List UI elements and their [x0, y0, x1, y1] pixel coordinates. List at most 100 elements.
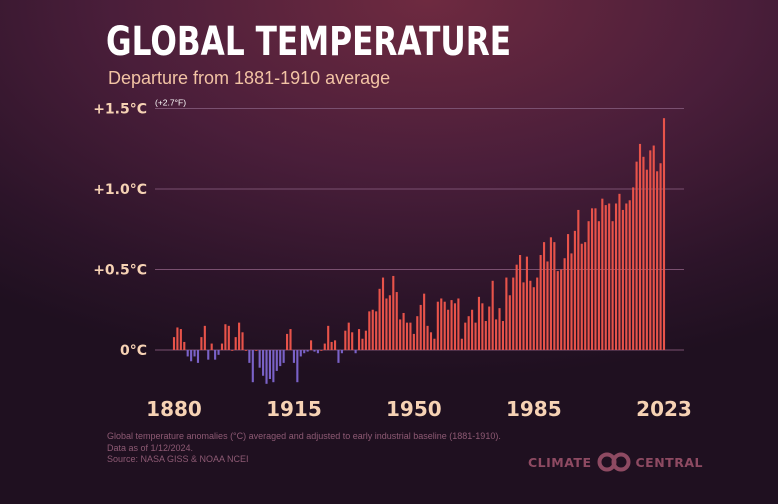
bar-1954	[426, 325, 429, 350]
bar-1964	[460, 338, 463, 350]
bar-1966	[467, 316, 470, 350]
bar-2010	[618, 193, 621, 350]
bar-1945	[395, 292, 398, 350]
bar-1894	[220, 343, 224, 350]
bar-2018	[645, 169, 648, 350]
bar-1973	[491, 280, 494, 350]
bar-1919	[306, 350, 309, 352]
bar-1909	[272, 350, 275, 383]
bar-1956	[433, 338, 436, 350]
bar-1890	[207, 350, 210, 360]
bar-1968	[474, 322, 477, 350]
bar-1988	[543, 242, 546, 350]
bar-1908	[268, 350, 271, 379]
bar-1941	[381, 277, 385, 350]
bar-2023	[662, 118, 666, 350]
y-tick-label: +1.5°C	[93, 102, 147, 118]
bar-2004	[597, 221, 600, 350]
bar-1940	[378, 288, 381, 350]
gridlines	[155, 108, 684, 351]
bar-1892	[214, 350, 217, 360]
bar-1994	[563, 258, 566, 350]
bar-1963	[457, 298, 460, 350]
bar-1914	[289, 329, 292, 350]
bar-1965	[464, 322, 467, 350]
bar-2000	[584, 242, 587, 350]
bar-1995	[566, 234, 570, 350]
bar-2002	[590, 208, 594, 350]
bar-1946	[399, 319, 402, 350]
bar-1969	[477, 296, 481, 350]
bar-1924	[323, 343, 326, 350]
bar-1932	[351, 332, 354, 350]
bar-2022	[659, 163, 662, 350]
bar-1989	[546, 261, 549, 350]
bar-1906	[262, 350, 265, 376]
bar-1938	[371, 309, 374, 350]
bar-1927	[333, 340, 337, 350]
bar-1889	[203, 325, 206, 350]
bar-1937	[368, 311, 371, 350]
bar-2007	[608, 203, 611, 350]
chart-subtitle: Departure from 1881-1910 average	[108, 68, 391, 88]
bar-1953	[423, 293, 426, 350]
bars	[172, 118, 666, 384]
bar-2015	[635, 161, 638, 350]
bar-1928	[337, 350, 340, 363]
bar-1912	[282, 350, 285, 363]
bar-1895	[224, 324, 227, 350]
y-tick-label: +0.5°C	[93, 263, 147, 279]
y-tick-note: (+2.7°F)	[155, 98, 186, 108]
bar-1999	[580, 243, 583, 350]
bar-1920	[310, 340, 313, 350]
bar-1952	[419, 304, 422, 350]
bar-1933	[354, 350, 357, 354]
bar-1955	[429, 332, 433, 350]
x-tick-label: 1880	[146, 397, 202, 421]
bar-2001	[587, 221, 590, 350]
chart-title: GLOBAL TEMPERATURE	[106, 19, 512, 65]
bar-1882	[179, 329, 182, 350]
bar-1947	[402, 312, 405, 350]
bar-1942	[385, 298, 388, 350]
bar-1913	[286, 333, 289, 350]
bar-1997	[573, 230, 576, 350]
bar-1911	[279, 350, 282, 367]
bar-1902	[248, 350, 251, 363]
bar-1925	[327, 325, 330, 350]
climate-central-logo: CLIMATE CENTRAL	[528, 452, 703, 472]
bar-1990	[549, 237, 552, 350]
bar-1970	[481, 303, 484, 350]
bar-2017	[642, 156, 645, 350]
bar-1898	[234, 337, 237, 350]
bar-1981	[519, 255, 522, 350]
bar-1881	[176, 327, 179, 350]
bar-1939	[375, 311, 378, 350]
x-axis-ticks: 1880 1915 1950 1985 2023	[146, 397, 692, 421]
bar-1978	[508, 295, 511, 350]
bar-1985	[532, 287, 535, 350]
bar-1918	[303, 350, 306, 354]
x-tick-label: 1950	[386, 397, 442, 421]
bar-1983	[525, 256, 528, 350]
bar-1900	[241, 332, 244, 350]
bar-1888	[200, 337, 203, 350]
bar-2011	[621, 209, 624, 350]
bar-1950	[412, 333, 415, 350]
bar-1885	[190, 350, 193, 362]
x-tick-label: 1985	[506, 397, 562, 421]
bar-1974	[495, 319, 498, 350]
bar-1883	[183, 341, 186, 350]
footnote-description: Global temperature anomalies (°C) averag…	[107, 431, 501, 441]
bar-1929	[340, 350, 343, 354]
bar-1972	[488, 306, 491, 350]
bar-1930	[344, 330, 347, 350]
bar-1987	[539, 255, 542, 350]
bar-2016	[638, 143, 642, 350]
bar-1980	[515, 264, 518, 350]
bar-1949	[409, 322, 412, 350]
bar-1996	[570, 253, 573, 350]
bar-1891	[210, 343, 213, 350]
bar-1967	[471, 309, 474, 350]
y-axis-ticks: 0°C +0.5°C +1.0°C +1.5°C (+2.7°F)	[93, 98, 186, 360]
